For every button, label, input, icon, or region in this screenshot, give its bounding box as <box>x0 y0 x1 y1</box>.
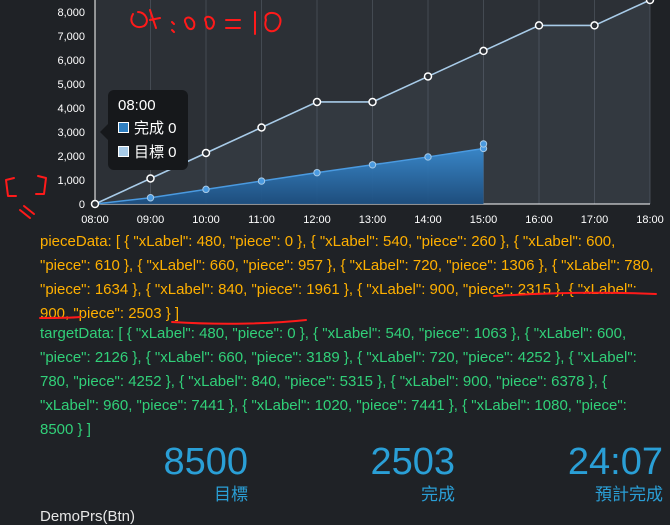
stat-done-label: 完成 <box>421 485 455 504</box>
target-point <box>645 0 655 5</box>
y-tick-label: 8,000 <box>57 7 85 19</box>
piece-point <box>146 194 155 202</box>
piece-point <box>313 168 321 177</box>
piece-point <box>202 185 210 194</box>
stat-eta-label: 預計完成 <box>595 485 663 504</box>
x-tick-label: 09:00 <box>137 214 165 226</box>
target-swatch-icon <box>118 146 129 157</box>
tooltip-row-piece: 完成 0 <box>118 117 178 138</box>
piece-area <box>95 143 484 204</box>
target-point <box>368 97 377 107</box>
stat-target-value: 8500 <box>163 441 248 483</box>
x-tick-label: 13:00 <box>359 214 387 226</box>
x-tick-label: 15:00 <box>470 214 498 226</box>
y-tick-label: 0 <box>79 199 85 211</box>
stat-eta-value: 24:07 <box>567 441 663 483</box>
stat-eta: 24:07 預計完成 <box>530 442 663 506</box>
x-tick-label: 12:00 <box>303 214 331 226</box>
x-tick-label: 08:00 <box>81 214 109 226</box>
target-point <box>312 97 322 107</box>
x-tick-label: 17:00 <box>581 214 609 226</box>
y-tick-label: 7,000 <box>57 31 85 43</box>
y-tick-label: 6,000 <box>57 55 85 67</box>
stat-done: 2503 完成 <box>330 442 455 506</box>
piece-point <box>479 140 488 148</box>
piece-point <box>368 161 377 169</box>
tooltip-row-target: 目標 0 <box>118 141 178 162</box>
target-point <box>90 199 100 209</box>
piece-point <box>257 177 266 185</box>
x-tick-label: 10:00 <box>192 214 220 226</box>
y-tick-label: 3,000 <box>57 127 85 139</box>
x-tick-label: 16:00 <box>525 214 553 226</box>
stat-target-label: 目標 <box>214 485 248 504</box>
stat-target: 8500 目標 <box>130 442 248 506</box>
piece-point <box>424 153 432 161</box>
stat-done-value: 2503 <box>370 441 455 483</box>
tooltip-target-label: 目標 0 <box>134 144 177 161</box>
x-tick-label: 18:00 <box>636 214 664 226</box>
y-tick-label: 5,000 <box>57 79 85 91</box>
target-point <box>479 46 488 56</box>
y-tick-label: 2,000 <box>57 151 85 163</box>
target-point <box>423 72 433 81</box>
target-point <box>201 148 211 158</box>
y-axis-ticks: 0 1,000 2,000 3,000 4,000 5,000 6,000 7,000 8,00… <box>57 7 85 211</box>
footer-text: DemoPrs(Btn) <box>40 508 136 525</box>
target-point <box>590 21 599 30</box>
y-tick-label: 1,000 <box>57 175 85 187</box>
x-tick-label: 14:00 <box>414 214 442 226</box>
tooltip-title: 08:00 <box>118 97 156 114</box>
target-point <box>257 123 266 132</box>
target-point <box>146 174 155 183</box>
target-point <box>534 21 544 30</box>
y-tick-label: 4,000 <box>57 103 85 115</box>
production-chart: 0 1,000 2,000 3,000 4,000 5,000 6,000 7,000 8,00… <box>57 0 664 226</box>
piece-data-text: pieceData: [ { "xLabel": 480, "piece": 0… <box>40 233 654 322</box>
chart-tooltip: 08:00 完成 0 目標 0 <box>100 90 188 170</box>
target-data-text: targetData: [ { "xLabel": 480, "piece": … <box>40 325 637 438</box>
x-axis-ticks: 08:00 09:00 10:00 11:00 12:00 13:00 14:00 15:00… <box>81 214 664 226</box>
x-tick-label: 11:00 <box>248 214 275 226</box>
piece-swatch-icon <box>118 122 129 133</box>
tooltip-piece-label: 完成 0 <box>134 120 177 137</box>
